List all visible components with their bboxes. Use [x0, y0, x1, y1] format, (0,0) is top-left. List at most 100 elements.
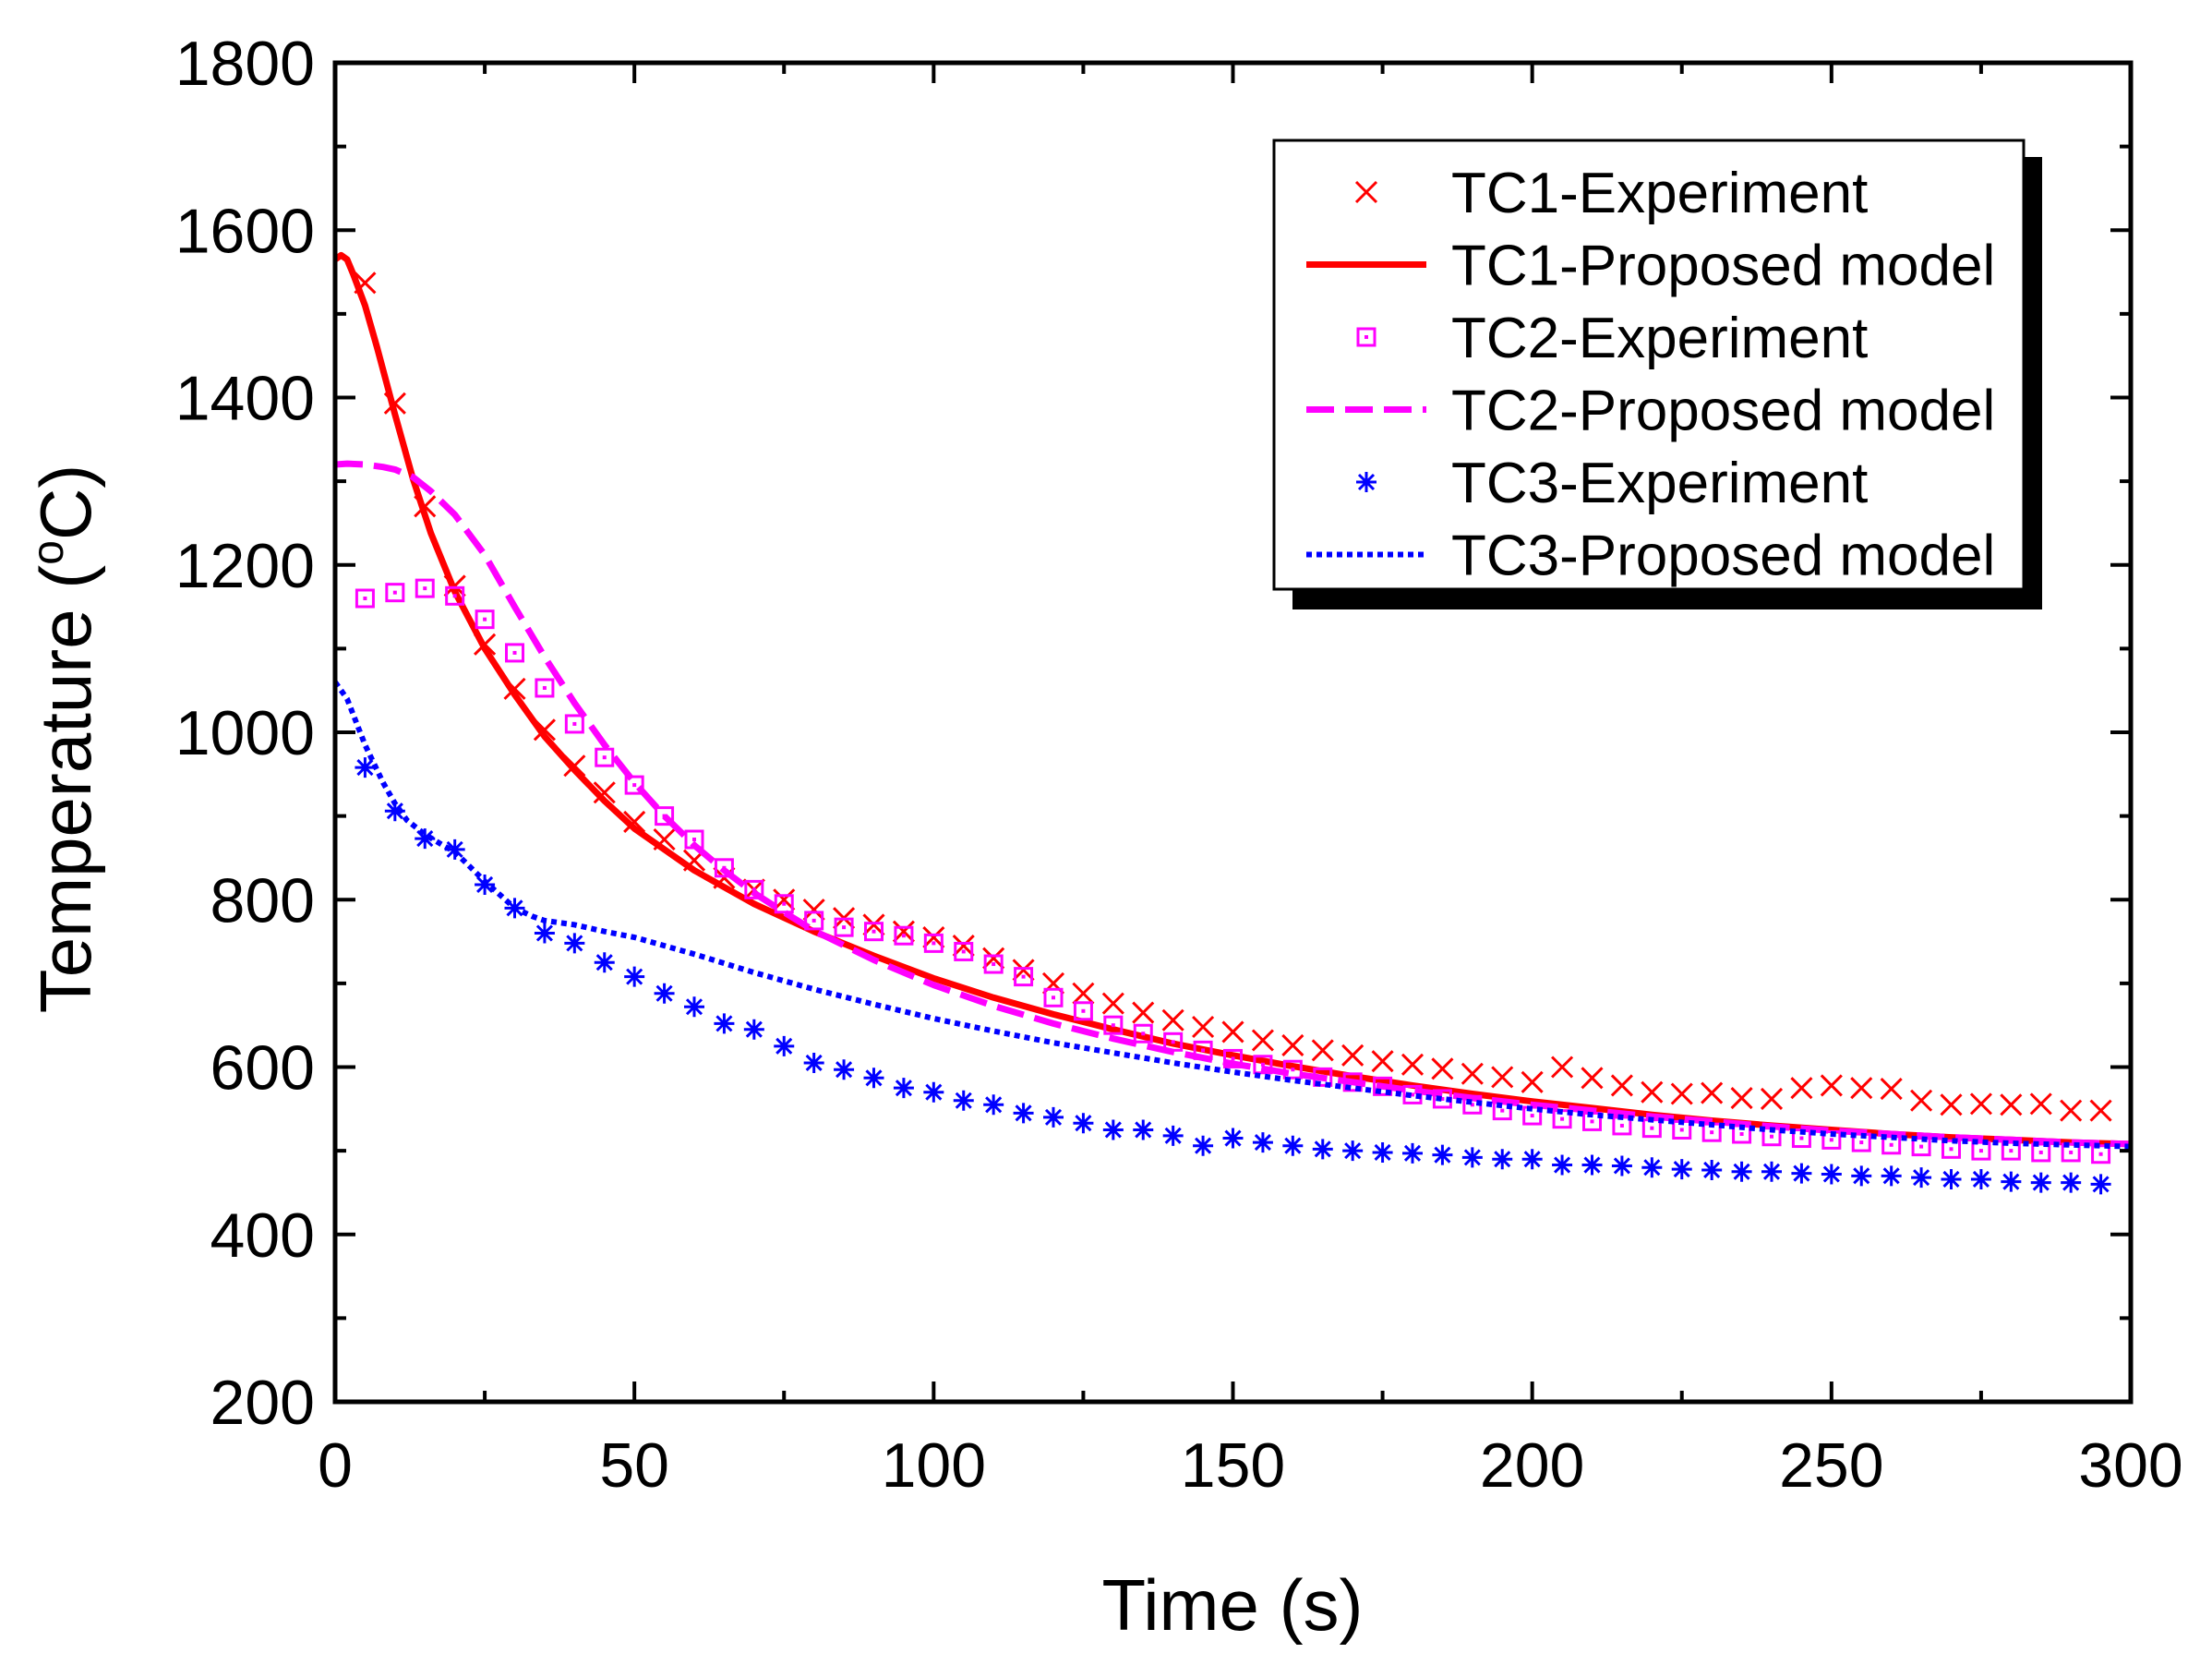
data-point-tc2-experiment-box: [1942, 1139, 1961, 1159]
data-point-tc3-experiment: [1133, 1119, 1154, 1140]
data-point-tc3-experiment: [1641, 1157, 1663, 1178]
data-point-tc2-experiment-box: [983, 954, 1004, 974]
data-point-tc3-experiment: [2061, 1172, 2082, 1193]
data-point-tc3-experiment: [1193, 1135, 1214, 1156]
data-point-tc2-experiment-dot: [782, 901, 787, 906]
x-tick-label: 200: [1480, 1430, 1584, 1501]
data-point-tc1-experiment: [1401, 1053, 1425, 1076]
data-point-tc2-experiment: [834, 917, 854, 937]
data-point-tc2-experiment-box: [385, 583, 405, 603]
data-point-tc1-experiment: [2089, 1099, 2112, 1122]
data-point-tc2-experiment-dot: [662, 814, 667, 818]
data-point-tc3-experiment: [1282, 1135, 1304, 1156]
data-point-tc2-experiment: [2061, 1142, 2081, 1163]
data-point-tc2-experiment-dot: [1231, 1056, 1235, 1061]
legend-label: TC3-Proposed model: [1451, 525, 1995, 588]
data-point-tc1-experiment: [1161, 1008, 1184, 1032]
data-point-tc2-experiment-dot: [1081, 1008, 1086, 1013]
legend-items: TC1-Experiment TC1-Proposed model TC2-Expe…: [1306, 162, 1995, 588]
data-point-tc2-experiment-dot: [1919, 1144, 1924, 1149]
data-point-tc1-experiment: [1012, 959, 1035, 982]
data-point-tc2-experiment-dot: [1590, 1119, 1594, 1124]
data-point-tc2-experiment-dot: [1978, 1149, 1983, 1153]
y-tick-label: 400: [210, 1200, 315, 1271]
data-point-tc3-experiment: [1312, 1139, 1333, 1160]
data-point-tc1-experiment: [1760, 1087, 1784, 1111]
data-point-tc1-experiment: [773, 888, 796, 911]
data-point-tc2-experiment-box: [2061, 1142, 2081, 1163]
legend-item-tc2-proposed-model: TC2-Proposed model: [1306, 380, 1995, 443]
data-point-tc3-experiment: [564, 933, 585, 954]
data-point-tc2-experiment-dot: [2098, 1152, 2103, 1156]
data-point-tc2-experiment-dot: [1291, 1068, 1295, 1072]
data-point-tc2-experiment-box: [2091, 1144, 2111, 1164]
legend-symbol: [1356, 327, 1376, 347]
data-point-tc1-experiment: [1221, 1020, 1244, 1044]
data-point-tc2-experiment: [595, 747, 615, 767]
data-point-tc3-experiment: [1162, 1125, 1184, 1146]
data-point-tc1-experiment: [862, 913, 885, 936]
legend-label: TC1-Proposed model: [1451, 235, 1995, 298]
data-point-tc3-experiment: [1941, 1168, 1962, 1189]
data-point-tc2-experiment-dot: [1650, 1126, 1654, 1130]
series-tc2-proposed-model: [334, 460, 2132, 1148]
x-tick-label: 100: [882, 1430, 986, 1501]
data-point-tc2-experiment-dot: [1619, 1123, 1624, 1128]
series-tc3-proposed-model: [332, 680, 2132, 1150]
y-tick-label: 800: [210, 865, 315, 935]
data-point-tc3-experiment: [1701, 1159, 1723, 1180]
data-point-tc2-experiment: [1014, 967, 1034, 987]
data-point-tc3-experiment: [2001, 1171, 2022, 1192]
data-point-tc2-experiment-dot: [602, 755, 607, 760]
data-point-tc2-experiment-box: [1014, 967, 1034, 987]
data-point-tc2-experiment-dot: [751, 887, 756, 892]
data-point-tc2-experiment-box: [1971, 1140, 1991, 1161]
data-point-tc1-experiment: [1521, 1070, 1544, 1093]
data-point-tc1-experiment: [952, 935, 975, 958]
data-point-tc3-experiment: [534, 923, 555, 944]
data-point-tc2-experiment-box: [505, 643, 524, 663]
data-point-tc2-experiment-dot: [1679, 1128, 1684, 1132]
data-point-tc1-experiment: [1072, 982, 1095, 1005]
data-point-tc2-experiment-dot: [2069, 1150, 2074, 1154]
data-point-tc2-experiment-dot: [2038, 1150, 2043, 1154]
data-point-tc2-experiment-dot: [1560, 1116, 1565, 1121]
data-point-tc2-experiment-dot: [1710, 1130, 1714, 1135]
data-point-tc1-experiment: [1551, 1056, 1574, 1079]
data-point-tc2-experiment-dot: [512, 650, 517, 655]
data-point-tc2-experiment-dot: [1052, 995, 1055, 1000]
data-point-tc3-experiment: [1911, 1167, 1932, 1188]
data-point-tc3-experiment: [1043, 1106, 1064, 1128]
data-point-tc2-experiment-box: [744, 879, 764, 899]
legend-label: TC1-Experiment: [1451, 162, 1868, 225]
data-point-tc2-experiment: [744, 879, 764, 899]
data-point-tc3-experiment: [834, 1059, 855, 1080]
data-point-tc3-experiment: [1581, 1154, 1603, 1176]
data-point-tc3-experiment: [1372, 1141, 1393, 1163]
data-point-tc2-experiment: [1073, 1001, 1093, 1021]
data-point-tc2-experiment-dot: [1111, 1023, 1115, 1028]
data-point-tc2-experiment-dot: [1829, 1138, 1833, 1142]
data-point-tc1-experiment: [892, 920, 915, 943]
data-point-tc1-experiment: [1910, 1089, 1933, 1112]
data-point-tc2-experiment-box: [355, 588, 375, 609]
data-point-tc1-experiment: [623, 810, 646, 834]
legend-label: TC2-Proposed model: [1451, 380, 1995, 443]
series-line-tc2-proposed-model: [334, 460, 2132, 1148]
data-point-tc2-experiment: [1971, 1140, 1991, 1161]
data-point-tc2-experiment-box: [714, 858, 734, 878]
data-point-tc2-experiment-dot: [483, 617, 487, 621]
data-point-tc2-experiment-box: [655, 806, 675, 826]
data-point-tc2-experiment-dot: [423, 586, 427, 591]
legend-symbol: [1356, 472, 1376, 492]
data-point-tc2-experiment-dot: [1770, 1134, 1773, 1139]
data-point-tc2-experiment: [445, 585, 465, 606]
data-point-tc1-experiment: [1371, 1050, 1394, 1073]
data-point-tc2-experiment-box: [894, 925, 914, 946]
data-point-tc3-experiment: [594, 952, 615, 973]
data-point-tc3-experiment: [1252, 1132, 1273, 1153]
y-tick-label: 600: [210, 1033, 315, 1104]
data-point-tc2-experiment: [624, 775, 644, 795]
data-point-tc2-experiment-box: [1043, 987, 1064, 1007]
data-point-tc2-experiment-dot: [1859, 1140, 1864, 1145]
